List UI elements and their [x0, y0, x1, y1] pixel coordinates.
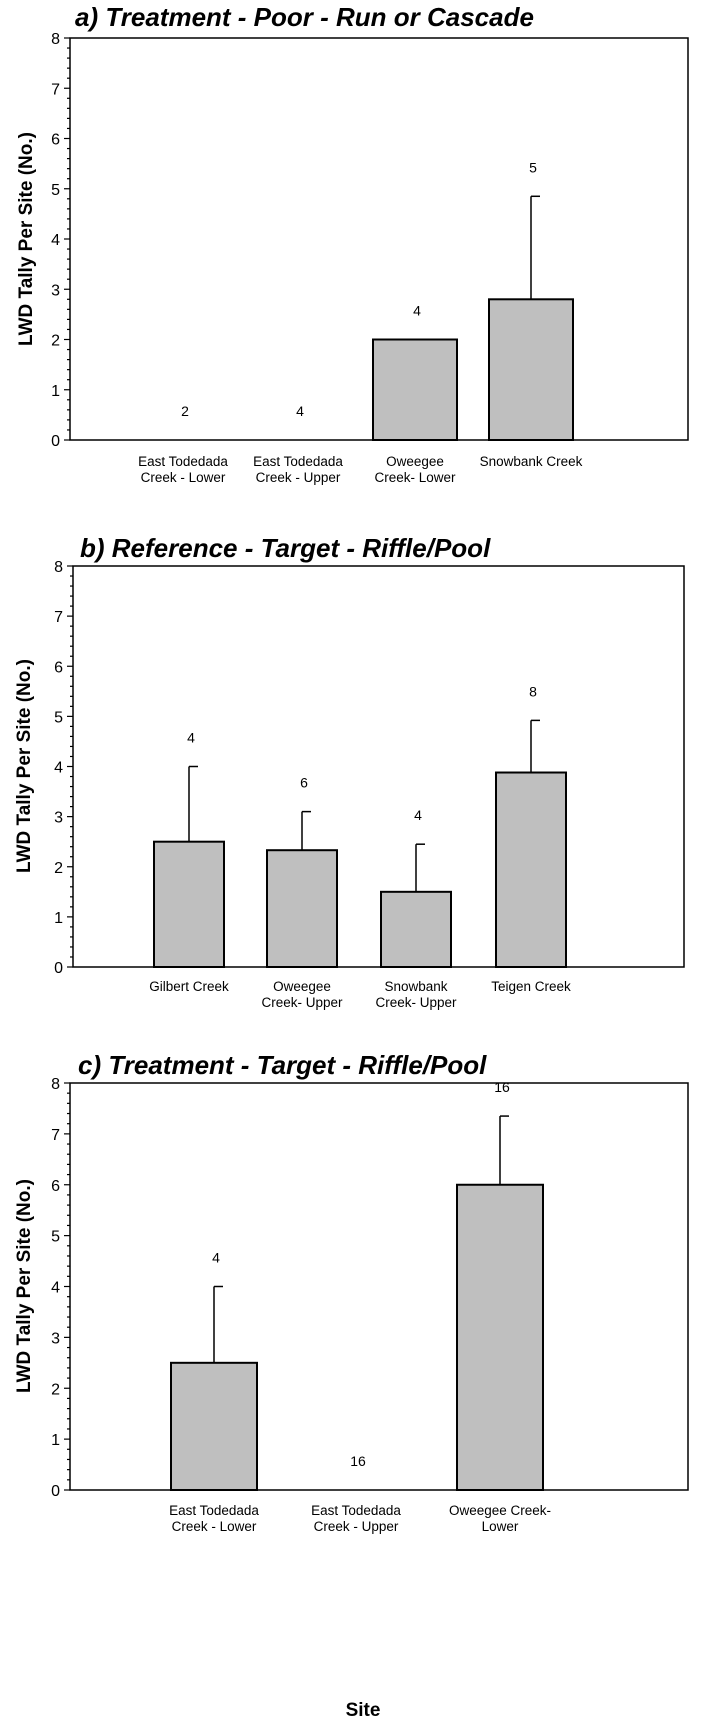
panel-c-y-tick-label: 6 [51, 1178, 60, 1195]
panel-c-bars: 4 16 16 [170, 1079, 544, 1491]
panel-b-y-tick-label: 5 [54, 709, 63, 726]
panel-c-y-tick-label: 5 [51, 1229, 60, 1246]
panel-b-category-label: Oweegee Creek- Upper [261, 979, 343, 1010]
panel-b-y-tick-label: 6 [54, 659, 63, 676]
panel-a-n-label: 2 [181, 403, 189, 419]
panel-a-y-tick-label: 4 [51, 232, 60, 249]
panel-b-category-label: Snowbank Creek- Upper [375, 979, 457, 1010]
panel-b-n-label: 4 [187, 730, 195, 746]
panel-a-title: a) Treatment - Poor - Run or Cascade [75, 2, 534, 32]
panel-b-y-tick-label: 2 [54, 860, 63, 877]
panel-b-category-label: Teigen Creek [491, 979, 571, 994]
panel-c-y-tick-label: 0 [51, 1483, 60, 1500]
panel-a-bar [488, 298, 574, 441]
panel-b-y-tick-label: 0 [54, 960, 63, 977]
panel-b-n-label: 8 [529, 683, 537, 699]
panel-a-category-label: Snowbank Creek [480, 454, 583, 469]
panel-a-y-tick-label: 3 [51, 282, 60, 299]
panel-c-bar [170, 1361, 258, 1491]
panel-c-n-label: 16 [494, 1079, 510, 1095]
panel-c-category-label: East Todedada Creek - Lower [169, 1503, 259, 1534]
panel-c-ylabel: LWD Tally Per Site (No.) [14, 1179, 35, 1393]
panel-b-category-labels: Gilbert Creek Oweegee Creek- Upper Snowbank… [149, 979, 571, 1010]
panel-b-y-tick-label: 1 [54, 910, 63, 927]
panel-a-y-tick-label: 0 [51, 433, 60, 450]
panel-c-xlabel: Site [346, 1700, 381, 1720]
panel-c-y-tick-label: 4 [51, 1280, 60, 1297]
panel-c-y-tick-label: 3 [51, 1330, 60, 1347]
panel-b-n-label: 4 [414, 807, 422, 823]
panel-b-title: b) Reference - Target - Riffle/Pool [80, 533, 491, 563]
panel-a-category-label: East Todedada Creek - Upper [253, 454, 343, 485]
panel-b-y-tick-label: 8 [54, 559, 63, 576]
panel-b-y-tick-label: 4 [54, 760, 63, 777]
panel-b-y-tick-label: 7 [54, 609, 63, 626]
panel-c-n-label: 16 [350, 1453, 366, 1469]
panel-c-y-tick-label: 8 [51, 1076, 60, 1093]
panel-a-bars: 2 4 4 5 [181, 159, 574, 441]
panel-a-y-tick-label: 1 [51, 383, 60, 400]
panel-a-bar [372, 338, 458, 441]
panel-c-n-label: 4 [212, 1250, 220, 1266]
panel-b-bar [380, 890, 452, 968]
panel-c-category-label: East Todedada Creek - Upper [311, 1503, 401, 1534]
panel-b-y-tick-label: 3 [54, 810, 63, 827]
panel-b-category-label: Gilbert Creek [149, 979, 229, 994]
panel-c-category-label: Oweegee Creek-Lower [449, 1503, 551, 1534]
panel-a-y-tick-label: 8 [51, 31, 60, 48]
panel-b: b) Reference - Target - Riffle/Pool LWD … [14, 533, 685, 1010]
panel-c-bar [456, 1183, 544, 1491]
panel-a-ylabel: LWD Tally Per Site (No.) [16, 132, 37, 346]
panel-b-bar [495, 771, 567, 969]
panel-a-n-label: 5 [529, 159, 537, 175]
panel-a-y-tick-label: 6 [51, 132, 60, 149]
panel-a: a) Treatment - Poor - Run or Cascade LWD… [16, 2, 689, 485]
panel-b-n-label: 6 [300, 775, 308, 791]
panel-a-n-label: 4 [413, 303, 421, 319]
panel-a-y-axis: 0 1 2 3 4 5 6 7 8 [51, 31, 70, 450]
panel-b-bars: 4 6 4 8 [153, 683, 567, 969]
panel-c-plot-frame [69, 1082, 689, 1491]
panel-a-category-label: East Todedada Creek - Lower [138, 454, 228, 485]
panel-c-y-tick-label: 7 [51, 1127, 60, 1144]
panel-a-y-tick-label: 5 [51, 182, 60, 199]
panel-a-n-label: 4 [296, 403, 304, 419]
panel-a-category-labels: East Todedada Creek - Lower East Todedada C… [138, 454, 583, 485]
panel-c-category-labels: East Todedada Creek - Lower East Todedada C… [169, 1503, 551, 1534]
panel-b-ylabel: LWD Tally Per Site (No.) [14, 659, 35, 873]
panel-c-y-axis: 0 1 2 3 4 5 6 7 8 [51, 1076, 70, 1500]
panel-a-y-tick-label: 2 [51, 333, 60, 350]
panel-b-y-axis: 0 1 2 3 4 5 6 7 8 [54, 559, 73, 977]
panel-b-bar [266, 849, 338, 968]
panel-a-y-tick-label: 7 [51, 81, 60, 98]
panel-a-category-label: Oweegee Creek- Lower [374, 454, 456, 485]
panel-c: c) Treatment - Target - Riffle/Pool LWD … [14, 1050, 689, 1720]
panel-c-y-tick-label: 1 [51, 1432, 60, 1449]
panel-b-bar [153, 840, 225, 968]
panel-c-title: c) Treatment - Target - Riffle/Pool [78, 1050, 487, 1080]
panel-c-y-tick-label: 2 [51, 1381, 60, 1398]
